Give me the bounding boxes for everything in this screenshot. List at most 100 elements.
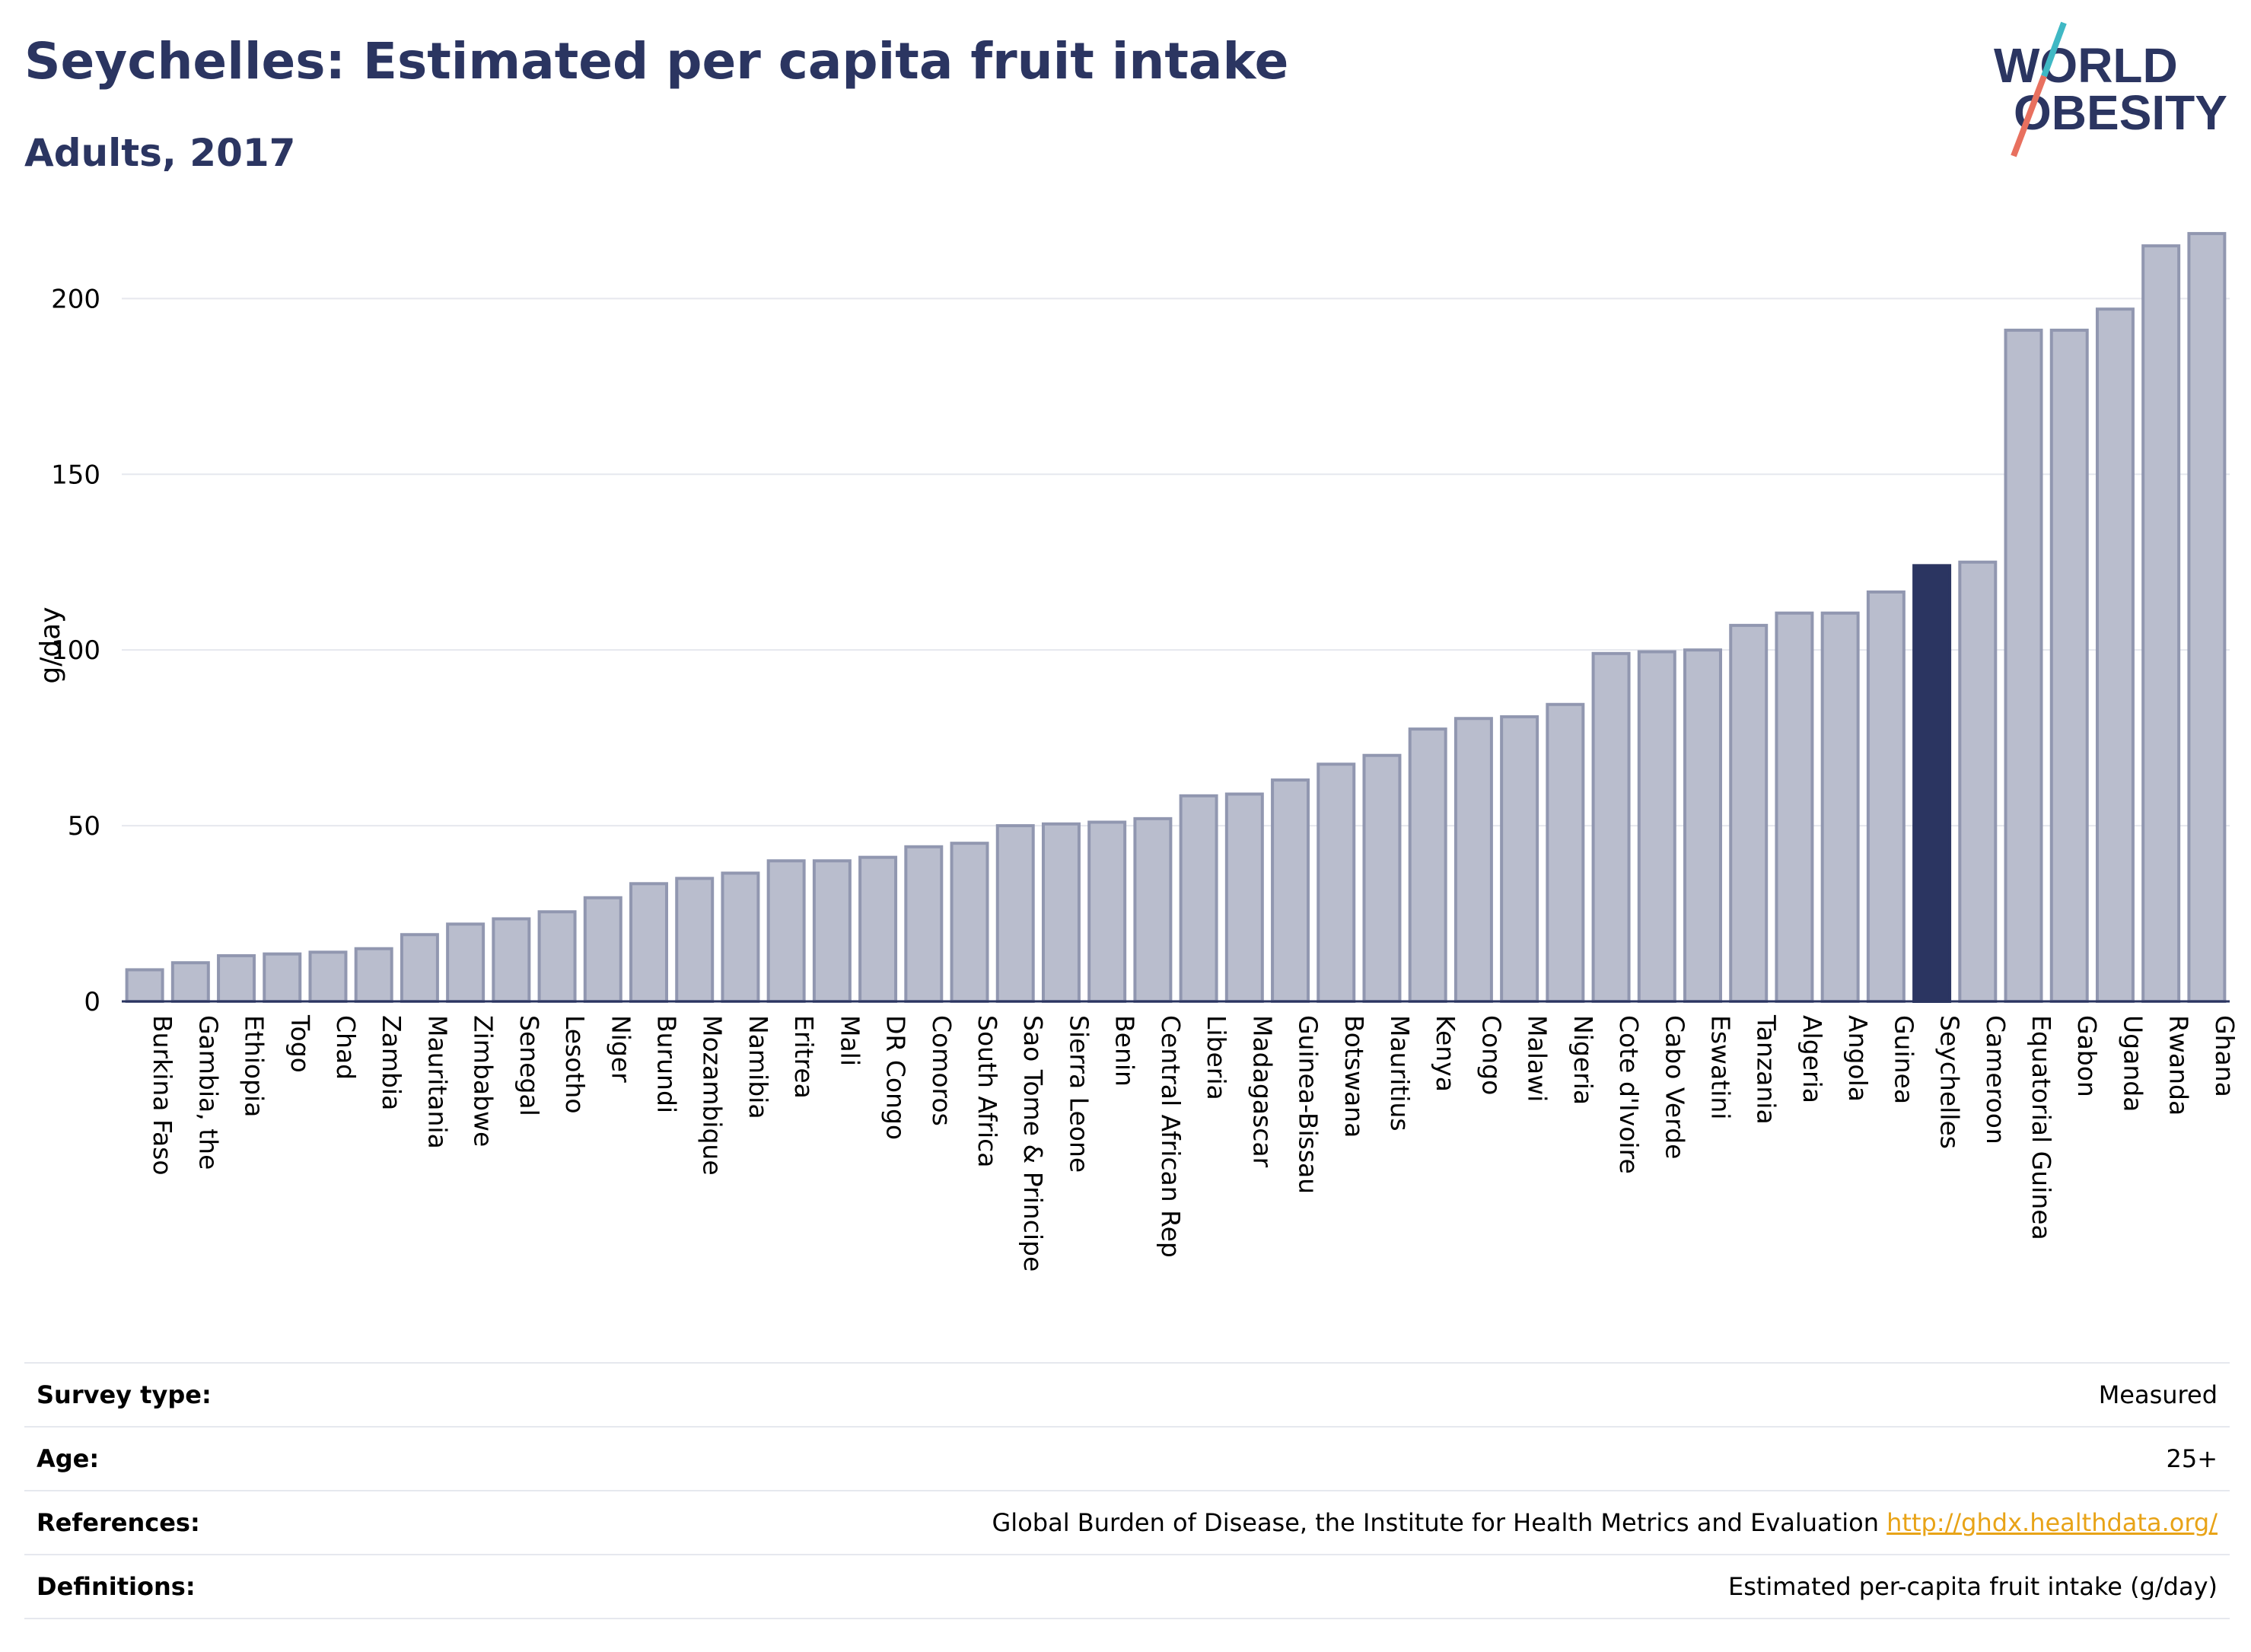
- logo-slash-coral: [2011, 75, 2047, 158]
- bar: [400, 933, 439, 1003]
- info-label: Definitions:: [24, 1554, 328, 1619]
- x-tick-label: South Africa: [973, 1015, 1002, 1168]
- bar: [1362, 753, 1402, 1004]
- x-tick-label: DR Congo: [881, 1015, 911, 1140]
- bar: [446, 922, 486, 1004]
- x-tick-label: Comoros: [927, 1015, 957, 1126]
- info-table: Survey type: Measured Age: 25+ Reference…: [24, 1362, 2230, 1619]
- x-tick-label: Kenya: [1431, 1015, 1460, 1092]
- x-tick-label: Gabon: [2072, 1015, 2102, 1097]
- bar: [1408, 727, 1447, 1003]
- bar: [812, 859, 852, 1003]
- x-tick-label: Sao Tome & Principe: [1018, 1015, 1048, 1272]
- bar: [354, 947, 393, 1004]
- bar: [1179, 794, 1218, 1003]
- x-tick-label: Chad: [331, 1015, 361, 1080]
- info-value: Measured: [327, 1362, 2230, 1427]
- bar: [1591, 651, 1631, 1003]
- x-tick-label: Uganda: [2118, 1015, 2148, 1112]
- bar: [675, 877, 715, 1004]
- bar: [2004, 328, 2043, 1004]
- x-tick-label: Eritrea: [789, 1015, 819, 1099]
- x-tick-label: Ghana: [2210, 1015, 2240, 1097]
- info-value: 25+: [327, 1426, 2230, 1491]
- x-tick-label: Botswana: [1339, 1015, 1369, 1138]
- bar: [1775, 611, 1814, 1003]
- chart-title: Seychelles: Estimated per capita fruit i…: [24, 32, 1289, 91]
- info-value-cell: Global Burden of Disease, the Institute …: [327, 1490, 2230, 1555]
- bar: [1133, 816, 1173, 1003]
- x-tick-label: Gambia, the: [193, 1015, 223, 1170]
- chart-subtitle: Adults, 2017: [24, 131, 296, 175]
- info-value: Estimated per-capita fruit intake (g/day…: [327, 1554, 2230, 1619]
- x-tick-label: Madagascar: [1247, 1015, 1277, 1168]
- bar: [1271, 778, 1310, 1004]
- bar: [2095, 307, 2135, 1003]
- x-tick-label: Sierra Leone: [1064, 1015, 1094, 1173]
- info-label: Survey type:: [24, 1362, 328, 1427]
- info-value: Global Burden of Disease, the Institute …: [992, 1508, 1879, 1537]
- x-tick-label: Mozambique: [698, 1015, 728, 1176]
- info-row-survey-type: Survey type: Measured: [24, 1362, 2230, 1427]
- bar: [1820, 611, 1860, 1003]
- x-tick-label: Seychelles: [1935, 1015, 1965, 1149]
- x-tick-label: Burundi: [652, 1015, 682, 1113]
- x-tick-label: Senegal: [514, 1015, 544, 1116]
- x-tick-label: Cameroon: [1981, 1015, 2011, 1144]
- y-tick-label: 150: [51, 460, 100, 490]
- bar: [1041, 822, 1081, 1004]
- info-row-age: Age: 25+: [24, 1426, 2230, 1491]
- bar: [950, 842, 989, 1003]
- bar: [1729, 623, 1769, 1003]
- world-obesity-logo: WORLD OBESITY: [1994, 21, 2227, 158]
- bar-highlight: [1912, 564, 1952, 1003]
- info-row-definitions: Definitions: Estimated per-capita fruit …: [24, 1554, 2230, 1619]
- bar: [1637, 650, 1676, 1003]
- bar: [629, 882, 668, 1003]
- x-tick-label: Liberia: [1202, 1015, 1231, 1100]
- x-tick-label: Cote d'Ivoire: [1614, 1015, 1644, 1174]
- y-tick-label: 0: [84, 987, 100, 1017]
- x-tick-label: Niger: [606, 1015, 635, 1083]
- bar: [537, 910, 577, 1003]
- x-tick-label: Mauritania: [422, 1015, 452, 1149]
- bar: [1546, 702, 1585, 1003]
- x-tick-label: Mali: [835, 1015, 864, 1066]
- bar: [263, 952, 302, 1003]
- x-tick-label: Algeria: [1797, 1015, 1827, 1103]
- x-tick-label: Tanzania: [1752, 1014, 1781, 1125]
- bar: [1453, 717, 1493, 1004]
- bar: [1087, 820, 1127, 1004]
- bar: [492, 917, 531, 1004]
- x-tick-label: Guinea: [1889, 1015, 1918, 1104]
- bar: [766, 859, 806, 1003]
- x-tick-label: Eswatini: [1706, 1015, 1736, 1119]
- info-label: References:: [24, 1490, 328, 1555]
- bar: [1683, 648, 1722, 1003]
- x-tick-label: Mauritius: [1385, 1015, 1415, 1132]
- bar: [308, 950, 348, 1004]
- bar: [1500, 715, 1539, 1003]
- bar: [1224, 792, 1264, 1003]
- bar: [2049, 328, 2089, 1004]
- info-label: Age:: [24, 1426, 328, 1491]
- bar: [1317, 762, 1356, 1003]
- info-row-references: References: Global Burden of Disease, th…: [24, 1490, 2230, 1555]
- x-tick-label: Burkina Faso: [148, 1015, 177, 1176]
- x-tick-label: Nigeria: [1568, 1015, 1598, 1105]
- x-tick-label: Central African Rep: [1156, 1015, 1186, 1258]
- x-tick-label: Rwanda: [2164, 1015, 2194, 1116]
- bar: [125, 968, 164, 1004]
- x-tick-label: Malawi: [1523, 1015, 1552, 1102]
- logo-word-obesity: OBESITY: [2014, 85, 2227, 140]
- bar: [721, 871, 760, 1004]
- logo-word-world: WORLD: [1994, 38, 2178, 93]
- x-tick-label: Lesotho: [560, 1015, 590, 1114]
- bar: [995, 824, 1035, 1004]
- logo-slash-teal: [2041, 21, 2067, 78]
- reference-link[interactable]: http://ghdx.healthdata.org/: [1886, 1508, 2218, 1537]
- x-tick-label: Equatorial Guinea: [2027, 1015, 2056, 1240]
- bar: [1958, 560, 1998, 1003]
- x-tick-label: Congo: [1476, 1015, 1506, 1095]
- bar: [217, 953, 256, 1003]
